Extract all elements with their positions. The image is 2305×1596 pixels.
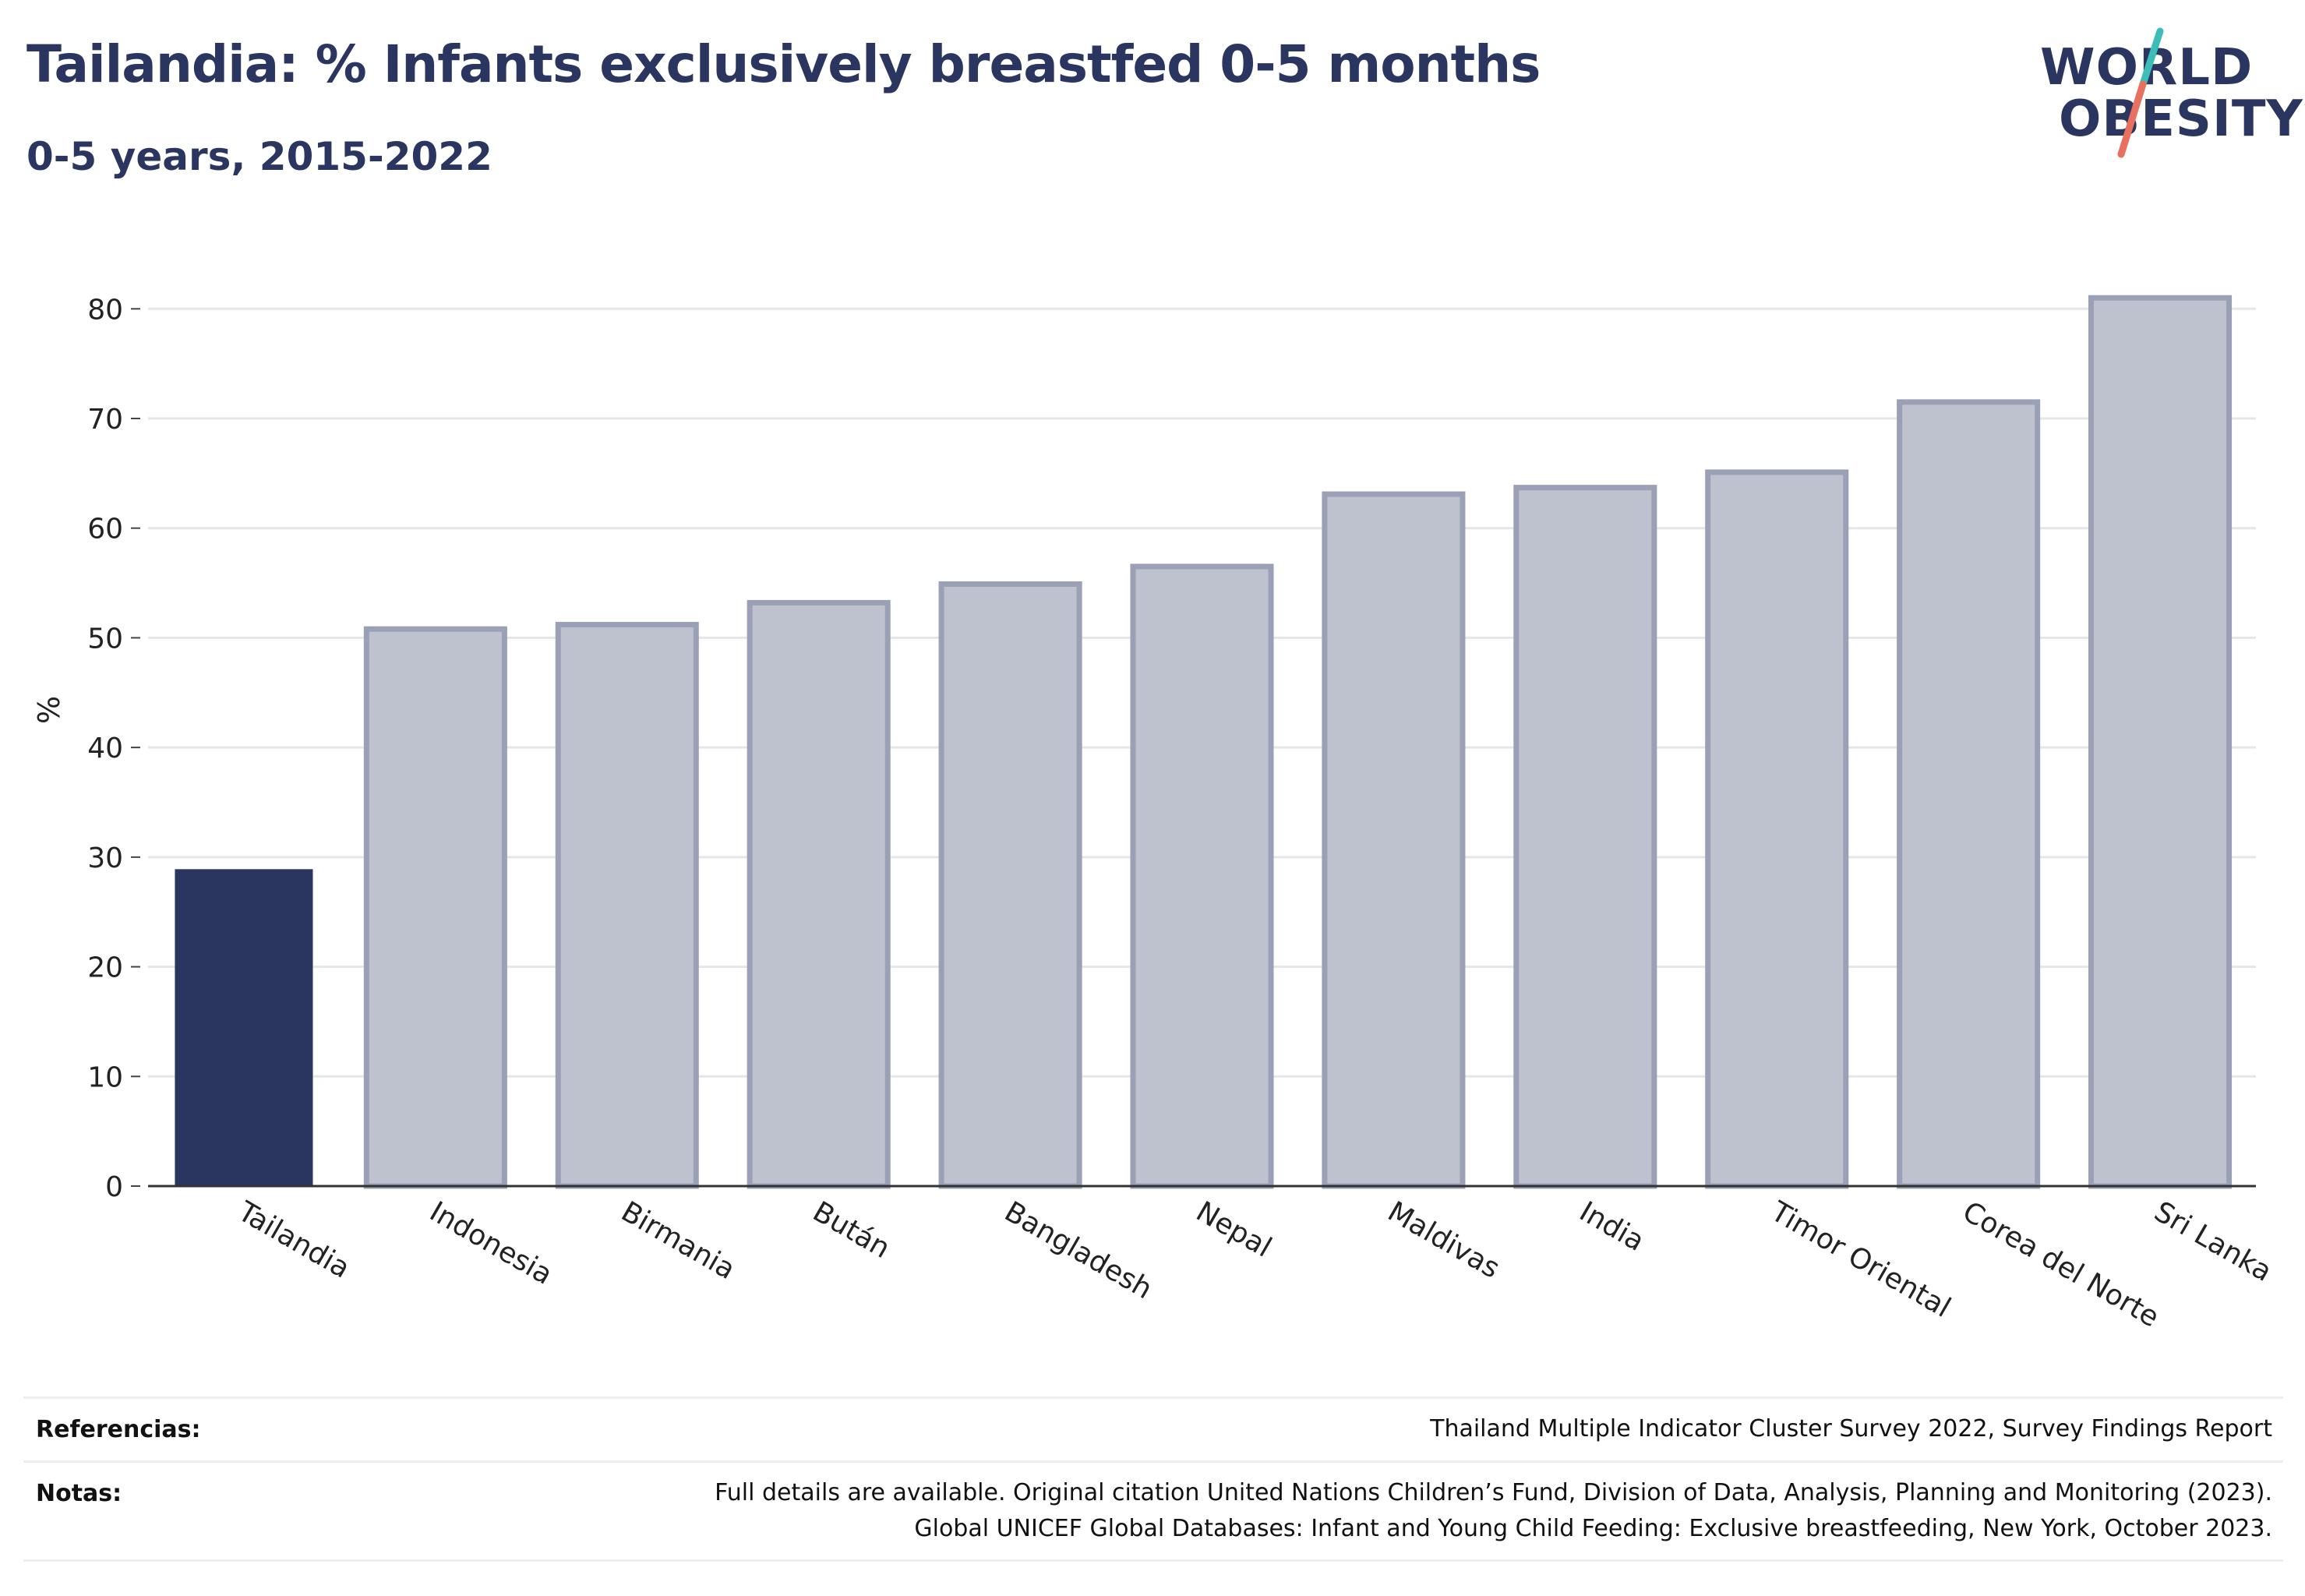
bar-birmania[interactable]	[555, 622, 699, 1189]
logo-line-2: OBESITY	[2059, 90, 2303, 148]
x-tick-label: Tailandia	[232, 1195, 355, 1285]
bar-indonesia[interactable]	[363, 626, 507, 1189]
bar-but-n[interactable]	[747, 599, 891, 1189]
logo-slash-icon	[2117, 27, 2164, 158]
y-tick-label: 60	[87, 514, 123, 546]
x-tick-label: Corea del Norte	[1957, 1195, 2165, 1333]
y-tick-label: 50	[87, 623, 123, 655]
chart-title: Tailandia: % Infants exclusively breastf…	[26, 34, 1541, 94]
x-tick-label: Birmania	[616, 1195, 740, 1286]
notes-row: Notas: Full details are available. Origi…	[23, 1460, 2283, 1562]
bar-bangladesh[interactable]	[938, 581, 1082, 1189]
y-axis-label: %	[32, 696, 66, 724]
x-tick-label: India	[1574, 1195, 1650, 1258]
y-tick-label: 30	[87, 842, 123, 874]
notes-label: Notas:	[36, 1480, 122, 1507]
x-tick-label: Maldivas	[1382, 1195, 1505, 1285]
y-tick-label: 40	[87, 733, 123, 764]
references-label: Referencias:	[36, 1416, 201, 1443]
y-axis-ticks: 0 10 20 30 40 50 60 70 80	[87, 294, 140, 1203]
chart-subtitle: 0-5 years, 2015-2022	[26, 134, 492, 179]
world-obesity-logo: WORLD OBESITY	[2026, 23, 2303, 164]
bar-maldivas[interactable]	[1322, 491, 1466, 1189]
bar-tailandia[interactable]	[175, 869, 313, 1186]
notes-line-1: Full details are available. Original cit…	[715, 1479, 2272, 1506]
y-tick-label: 20	[87, 952, 123, 984]
bar-corea-del-norte[interactable]	[1897, 399, 2041, 1189]
y-tick-label: 0	[105, 1171, 123, 1203]
x-tick-label: Indonesia	[424, 1195, 557, 1291]
x-tick-label: Bután	[807, 1195, 895, 1265]
references-row: Referencias: Thailand Multiple Indicator…	[23, 1396, 2283, 1464]
references-text: Thailand Multiple Indicator Cluster Surv…	[1430, 1415, 2272, 1442]
bar-chart: 0 10 20 30 40 50 60 70 80 Tailandia Indonesia Birm…	[32, 294, 2277, 1334]
bar-india[interactable]	[1513, 485, 1657, 1189]
y-tick-label: 10	[87, 1061, 123, 1093]
x-tick-label: Sri Lanka	[2149, 1195, 2278, 1288]
bars	[175, 295, 2233, 1189]
notes-line-2: Global UNICEF Global Databases: Infant a…	[914, 1515, 2272, 1542]
x-tick-label: Nepal	[1191, 1195, 1277, 1264]
x-tick-label: Timor Oriental	[1765, 1195, 1956, 1324]
y-tick-label: 70	[87, 404, 123, 436]
y-tick-label: 80	[87, 294, 123, 326]
x-axis-ticks: Tailandia Indonesia Birmania Bután Banglades…	[232, 1195, 2277, 1334]
x-tick-label: Bangladesh	[999, 1195, 1157, 1305]
bar-nepal[interactable]	[1130, 563, 1274, 1189]
bar-timor-oriental[interactable]	[1705, 469, 1849, 1189]
bar-sri-lanka[interactable]	[2088, 295, 2233, 1189]
